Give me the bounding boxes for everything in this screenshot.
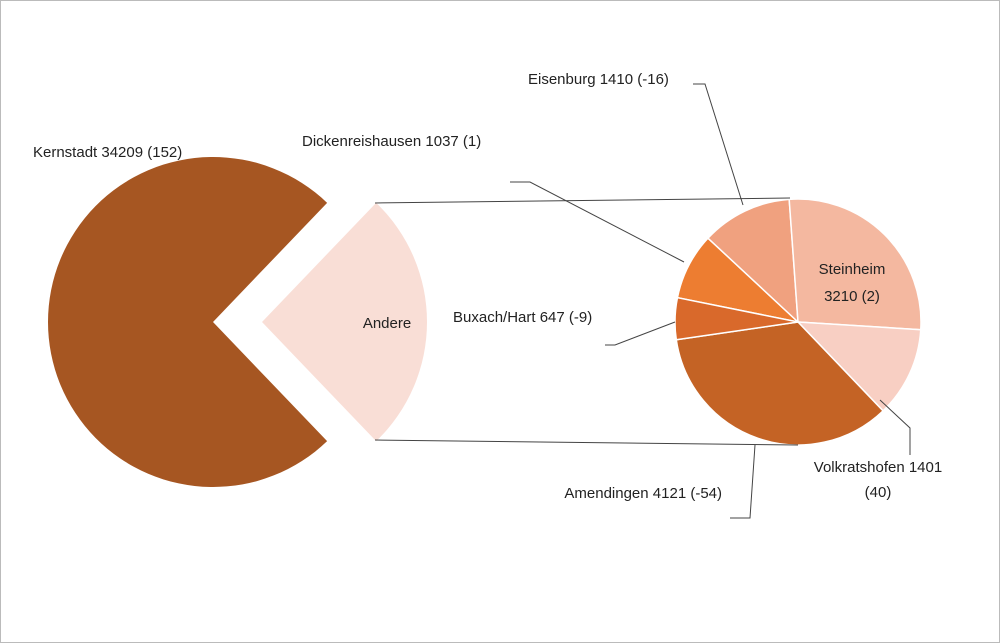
data-label: (40) [865,484,892,501]
leader-line [879,399,911,455]
connector-line [374,439,799,446]
data-label: Kernstadt 34209 (152) [33,144,182,161]
pie-slice [706,198,799,324]
data-label: Volkratshofen 1401 [814,459,942,476]
leader-line [730,444,756,519]
data-label: Buxach/Hart 647 (-9) [453,309,592,326]
leader-line [693,83,744,206]
pie-slice [674,296,799,341]
data-label: 3210 (2) [824,288,880,305]
pie-slice [47,156,328,487]
data-label: Eisenburg 1410 (-16) [528,71,669,88]
leader-line [605,321,676,346]
data-label: Steinheim [819,261,886,278]
data-label: Amendingen 4121 (-54) [564,485,722,502]
connector-line [374,197,791,204]
pie-slice [788,198,922,331]
pie-slice [675,321,885,446]
leader-line [510,181,685,263]
slice-label: Andere [363,315,411,332]
data-label: Dickenreishausen 1037 (1) [302,133,481,150]
pie-slice-other [262,202,427,442]
pie-slice [796,321,922,412]
